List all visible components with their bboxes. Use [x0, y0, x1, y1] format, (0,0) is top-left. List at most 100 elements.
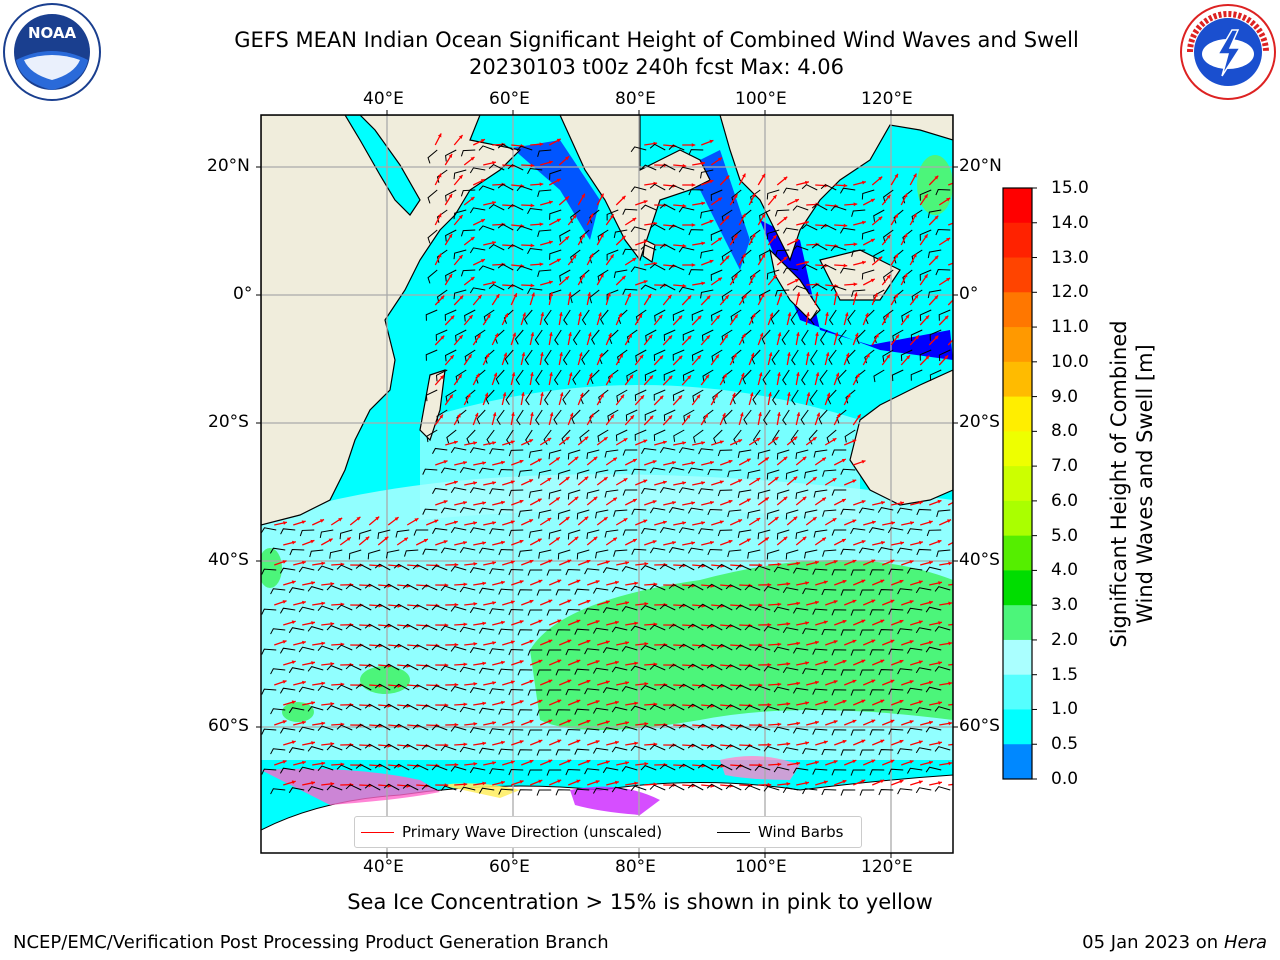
wave-direction-arrowhead: [823, 620, 828, 625]
wind-barb: [831, 609, 847, 616]
wind-barb: [878, 789, 894, 796]
wind-barb: [469, 487, 486, 494]
wave-direction-arrowhead: [947, 519, 952, 523]
wind-barb: [710, 189, 723, 201]
wind-barb: [345, 624, 362, 631]
wave-direction-arrowhead: [717, 237, 722, 242]
wave-direction-arrowhead: [871, 719, 876, 724]
wind-barb: [374, 763, 391, 771]
wave-direction-arrowhead: [738, 519, 743, 523]
wind-barb: [536, 709, 552, 716]
wave-direction-arrow: [948, 182, 953, 186]
lon-label-bottom-120: 120°E: [861, 857, 913, 877]
colorbar-segment: [1003, 674, 1032, 710]
wave-direction-arrowhead: [899, 739, 904, 744]
wind-barb: [383, 703, 400, 711]
wave-direction-arrowhead: [539, 222, 544, 227]
wind-barb: [574, 748, 590, 755]
wind-barb: [422, 468, 438, 475]
wave-direction-arrowhead: [756, 518, 761, 522]
wave-direction-arrow: [948, 262, 953, 266]
wave-direction-arrowhead: [605, 720, 610, 725]
wind-barb: [345, 784, 362, 791]
wind-barb: [589, 249, 600, 264]
wind-barb: [850, 609, 866, 616]
wave-direction-arrowhead: [761, 253, 765, 258]
wave-direction-arrowhead: [853, 292, 858, 297]
wind-barb: [549, 169, 562, 180]
wave-direction-arrowhead: [493, 372, 498, 377]
wind-barb: [508, 609, 524, 616]
wave-direction-arrowhead: [586, 559, 591, 564]
colorbar-tick-label: 8.0: [1051, 421, 1079, 442]
wind-barb: [919, 269, 932, 281]
wave-direction-arrowhead: [572, 254, 577, 259]
wave-direction-arrowhead: [894, 173, 898, 178]
wave-direction-arrowhead: [787, 352, 791, 357]
wind-barb: [469, 247, 486, 254]
wind-barb: [576, 509, 590, 520]
wind-barb: [538, 509, 552, 519]
wave-direction-arrowhead: [878, 216, 883, 221]
wave-direction-arrowhead: [825, 352, 830, 357]
wind-barb: [773, 646, 790, 653]
wind-barb: [770, 309, 780, 325]
wind-barb: [600, 309, 609, 325]
wind-barb: [707, 508, 723, 516]
wind-barb: [450, 487, 467, 494]
wind-barb: [698, 528, 714, 535]
colorbar-segment: [1003, 570, 1032, 606]
wave-direction-arrowhead: [530, 163, 535, 168]
wind-barb: [326, 665, 343, 671]
wave-direction-arrowhead: [282, 560, 287, 564]
wind-barb: [496, 409, 505, 425]
wind-barb: [597, 429, 609, 443]
wave-direction-arrowhead: [576, 779, 581, 784]
footer-date: 05 Jan 2023 on: [1082, 932, 1224, 953]
wind-barb: [773, 726, 790, 733]
wave-direction-arrowhead: [439, 414, 443, 419]
wave-direction-arrowhead: [764, 537, 769, 542]
wave-direction-arrow: [948, 222, 953, 226]
wave-direction-arrowhead: [463, 540, 467, 545]
wave-direction-arrowhead: [529, 759, 534, 764]
wave-direction-arrowhead: [663, 562, 668, 567]
colorbar-tick-label: 7.0: [1051, 456, 1079, 477]
wave-direction-arrowhead: [510, 720, 515, 725]
wind-barb: [553, 369, 562, 386]
wave-direction-arrowhead: [861, 779, 866, 784]
wind-barb: [634, 429, 647, 441]
wave-direction-arrowhead: [833, 720, 838, 724]
wind-barb: [925, 606, 942, 613]
wave-direction-arrowhead: [682, 243, 687, 248]
wave-direction-arrowhead: [871, 759, 876, 764]
wind-barb: [549, 289, 562, 300]
wave-direction-arrowhead: [672, 540, 676, 545]
wind-barb: [692, 389, 704, 403]
wave-direction-arrowhead: [559, 352, 563, 357]
wave-direction-arrowhead: [548, 759, 553, 764]
wave-direction-arrowhead: [652, 540, 657, 544]
wave-direction-arrowhead: [802, 536, 807, 541]
colorbar-frame: [1002, 187, 1033, 780]
wind-barb: [345, 584, 362, 591]
wave-direction-arrowhead: [330, 582, 335, 586]
wind-barb: [782, 627, 799, 633]
wave-direction-arrowhead: [457, 413, 461, 418]
wave-direction-arrowhead: [682, 521, 686, 525]
wind-barb: [925, 766, 942, 773]
wave-direction-arrowhead: [833, 760, 838, 764]
wind-barb: [916, 548, 932, 556]
wind-barb: [444, 309, 457, 321]
wind-barb: [453, 289, 467, 300]
wind-barb: [802, 588, 818, 595]
wave-direction-arrowhead: [852, 639, 857, 644]
wind-barb: [579, 429, 590, 444]
colorbar-tick-label: 1.0: [1051, 699, 1079, 720]
wind-barb: [604, 449, 619, 458]
wind-barb: [830, 205, 847, 212]
wind-barb: [421, 624, 438, 631]
wind-barb: [427, 149, 438, 164]
wind-barb: [345, 664, 362, 671]
lat-label-right-20n: 20°N: [959, 156, 1002, 176]
